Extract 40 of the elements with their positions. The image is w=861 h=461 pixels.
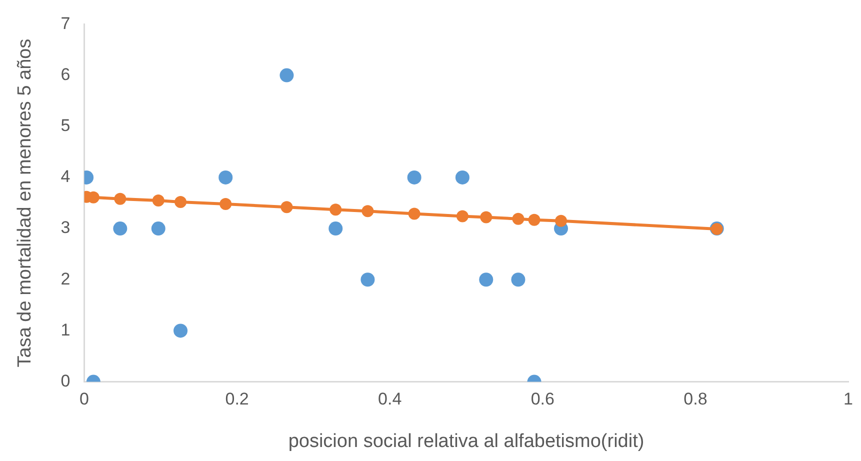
point <box>360 272 375 287</box>
point <box>174 196 187 208</box>
x-tick-label: 0.2 <box>225 390 249 409</box>
point <box>408 208 420 220</box>
point <box>512 212 524 225</box>
point <box>151 222 166 236</box>
x-tick-label: 0 <box>80 390 89 409</box>
point <box>113 222 128 236</box>
x-tick-label: 1 <box>844 390 854 409</box>
point <box>407 170 422 184</box>
point <box>455 170 470 184</box>
y-tick-label: 0 <box>60 371 70 390</box>
y-tick-label: 4 <box>60 167 70 186</box>
point <box>362 205 374 218</box>
point <box>152 194 164 206</box>
point <box>114 192 126 205</box>
y-tick-label: 3 <box>60 218 70 238</box>
y-axis-title: Tasa de mortalidad en menores 5 años <box>14 38 36 368</box>
y-tick-label: 5 <box>60 116 70 136</box>
point <box>480 211 492 224</box>
x-axis-title: posicion social relativa al alfabetismo(ridit) <box>288 430 644 452</box>
point <box>220 198 232 210</box>
point <box>555 214 567 227</box>
point <box>330 204 342 216</box>
y-tick-label: 2 <box>60 269 70 288</box>
y-tick-label: 1 <box>60 320 70 340</box>
point <box>479 272 494 287</box>
point <box>528 214 540 226</box>
y-tick-label: 6 <box>60 64 70 84</box>
point <box>456 210 468 222</box>
point <box>328 222 343 236</box>
point <box>218 170 233 184</box>
x-tick-label: 0.8 <box>684 390 708 409</box>
point <box>280 201 293 214</box>
x-tick-label: 0.4 <box>378 390 402 409</box>
point <box>280 68 294 82</box>
y-tick-label: 7 <box>60 14 70 33</box>
point <box>511 272 526 287</box>
point <box>174 324 188 338</box>
x-tick-label: 0.6 <box>530 390 554 409</box>
